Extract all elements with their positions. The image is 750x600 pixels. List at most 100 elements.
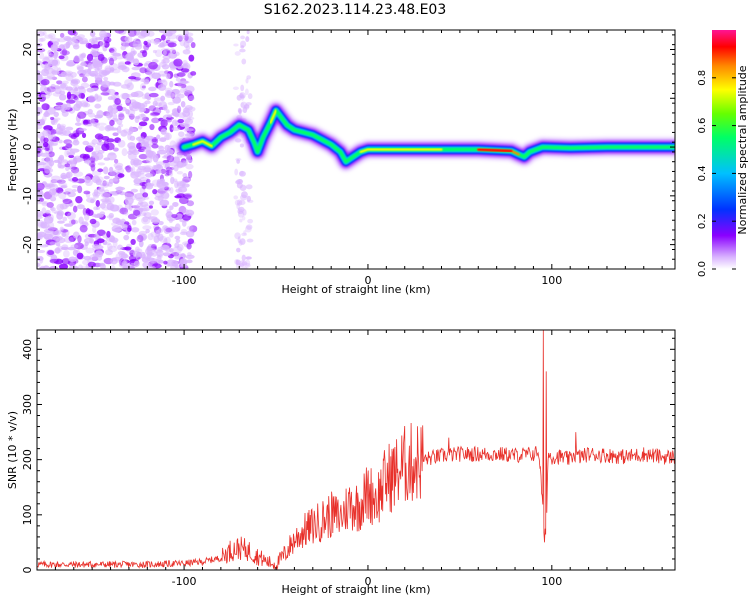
spectrogram-speckle — [127, 52, 133, 57]
spectrogram-speckle — [94, 74, 103, 81]
spectrogram-speckle — [169, 232, 174, 238]
spectrogram-speckle — [157, 169, 162, 174]
spectrogram-speckle — [103, 257, 114, 265]
spectrogram-speckle — [106, 138, 115, 143]
spectrogram-speckle — [134, 246, 140, 253]
spectrogram-speckle — [72, 85, 78, 93]
spectrogram-speckle — [77, 264, 84, 269]
spectrogram-speckle — [136, 234, 144, 243]
spectrogram-speckle — [158, 235, 168, 243]
spectrogram-speckle — [105, 142, 115, 151]
spectrogram-speckle — [163, 260, 168, 265]
spectrogram-speckle — [43, 228, 54, 233]
spectrogram-speckle — [49, 258, 59, 264]
spectrogram-speckle — [130, 171, 140, 179]
spectrogram-speckle — [153, 249, 164, 254]
spectrogram-speckle — [132, 40, 142, 47]
spectrogram-speckle — [190, 71, 197, 76]
spectrogram-speckle — [131, 227, 140, 233]
spectrogram-speckle — [56, 203, 64, 212]
spectrogram-speckle — [103, 76, 109, 81]
snr-series-line — [37, 330, 675, 570]
spectrogram-speckle — [132, 251, 142, 258]
spectrogram-y-ticks: -20 -10 0 10 20 — [21, 34, 675, 270]
spectrogram-speckle — [82, 69, 92, 77]
spectrogram-speckle — [68, 219, 79, 225]
spectrogram-speckle — [58, 128, 67, 136]
spectrogram-speckle — [176, 105, 182, 114]
spectrogram-speckle — [65, 165, 70, 172]
spectrogram-speckle — [45, 155, 54, 164]
spectrogram-speckle — [79, 224, 88, 233]
spectrogram-speckle — [51, 175, 61, 181]
spectrogram-speckle — [43, 137, 49, 143]
spectrogram-speckle — [146, 39, 152, 45]
spectrogram-speckle — [112, 132, 119, 137]
spectrogram-speckle — [65, 41, 71, 49]
spectrogram-speckle — [63, 191, 71, 195]
spectrogram-speckle — [125, 167, 134, 173]
spectrogram-speckle — [109, 169, 120, 177]
spectrogram-speckle — [117, 139, 126, 148]
spectrogram-speckle — [53, 50, 59, 57]
spectrogram-speckle — [121, 66, 130, 73]
spectrogram-speckle — [91, 139, 98, 145]
spectrogram-speckle — [135, 31, 146, 36]
spectrogram-speckle — [164, 92, 175, 99]
spectrogram-speckle — [71, 188, 77, 193]
spectrogram-speckle — [87, 62, 93, 71]
spectrogram-speckle — [46, 86, 56, 93]
spectrogram-speckle — [171, 260, 179, 267]
spectrogram-speckle — [183, 107, 190, 114]
spectrogram-speckle — [125, 93, 136, 98]
spectrogram-x-tick-label: 100 — [541, 274, 562, 287]
spectrogram-speckle — [81, 132, 87, 139]
spectrogram-speckle — [112, 147, 119, 152]
spectrogram-speckle — [121, 207, 127, 215]
spectrogram-speckle — [68, 133, 77, 138]
spectrogram-speckle — [107, 171, 117, 177]
spectrogram-speckle — [97, 54, 105, 61]
spectrogram-speckle — [150, 244, 157, 249]
spectrogram-speckle — [79, 40, 84, 45]
spectrogram-speckle — [95, 37, 103, 41]
spectrogram-speckle — [166, 155, 175, 163]
spectrogram-speckle — [104, 249, 113, 256]
spectrogram-speckle — [65, 203, 70, 208]
spectrogram-speckle — [140, 132, 147, 139]
spectrogram-speckle — [50, 133, 56, 140]
spectrogram-speckle — [66, 246, 76, 251]
spectrogram-speckle — [78, 58, 85, 62]
spectrogram-speckle — [101, 70, 112, 74]
spectrogram-speckle — [144, 100, 151, 105]
spectrogram-speckle — [50, 207, 56, 212]
spectrogram-speckle — [52, 118, 59, 123]
spectrogram-speckle — [172, 201, 179, 207]
spectrogram-speckle — [80, 265, 91, 269]
spectrogram-speckle — [162, 159, 170, 163]
spectrogram-speckle — [185, 163, 194, 170]
spectrogram-speckle — [167, 114, 173, 118]
spectrogram-speckle — [58, 139, 63, 144]
spectrogram-speckle — [151, 143, 159, 149]
spectrogram-speckle — [240, 95, 245, 101]
spectrogram-speckle — [50, 37, 60, 44]
spectrogram-speckle — [79, 53, 86, 59]
spectrogram-speckle — [185, 209, 195, 216]
spectrogram-speckle — [147, 233, 154, 241]
spectrogram-speckle — [101, 200, 112, 205]
spectrogram-speckle — [96, 255, 103, 261]
spectrogram-speckle — [94, 94, 103, 102]
spectrogram-speckle — [86, 142, 96, 148]
spectrogram-speckle — [143, 63, 149, 67]
spectrogram-speckle — [44, 110, 49, 116]
spectrogram-speckle — [100, 262, 106, 267]
spectrogram-speckle — [126, 224, 132, 232]
spectrogram-speckle — [66, 71, 72, 77]
spectrogram-speckle — [179, 180, 186, 187]
spectrogram-speckle — [241, 232, 248, 237]
spectrogram-speckle — [44, 34, 53, 39]
spectrogram-speckle — [128, 126, 134, 135]
spectrogram-speckle — [165, 227, 173, 233]
spectrogram-speckle — [175, 238, 181, 244]
